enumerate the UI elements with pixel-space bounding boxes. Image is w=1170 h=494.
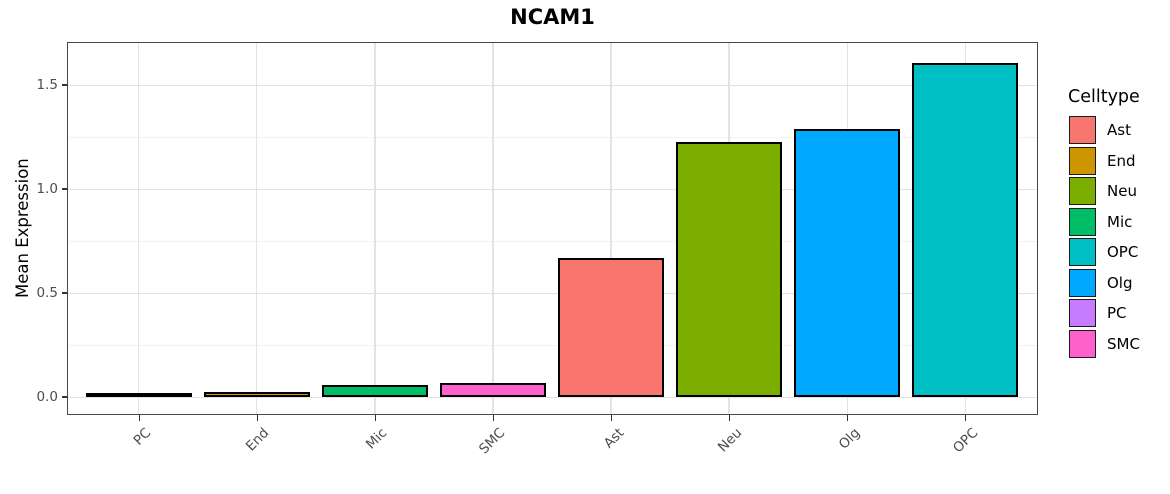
- legend-key-swatch: [1069, 146, 1096, 175]
- y-tick-label: 0.5: [36, 284, 58, 301]
- y-tick-label: 1.0: [36, 181, 58, 197]
- legend-entries: Ast End Neu Mic OPC Olg PC SMC: [1062, 116, 1140, 358]
- y-tick-label: 0.0: [36, 388, 58, 405]
- legend-row-neu: Neu: [1062, 177, 1140, 205]
- x-tick-mark: [846, 415, 849, 421]
- x-tick-mark: [728, 415, 731, 421]
- y-axis-title: Mean Expression: [13, 158, 32, 299]
- legend-row-smc: SMC: [1062, 329, 1140, 358]
- x-tick-label: Mic: [363, 425, 391, 453]
- x-tick-label: Neu: [714, 425, 745, 456]
- x-tick-label: SMC: [476, 425, 509, 458]
- legend-label: Olg: [1107, 273, 1133, 292]
- x-tick-label: Ast: [600, 425, 627, 452]
- plot-panel: [67, 42, 1038, 415]
- legend-label: Ast: [1107, 121, 1131, 139]
- gridline-major-horizontal: [68, 396, 1037, 398]
- legend-label: SMC: [1107, 334, 1140, 353]
- gridline-minor-horizontal: [68, 137, 1037, 139]
- gridline-minor-horizontal: [68, 344, 1037, 346]
- chart-title: NCAM1: [510, 5, 595, 29]
- bar-opc: [912, 62, 1019, 398]
- legend-label: OPC: [1107, 243, 1139, 261]
- gridline-major-vertical: [492, 43, 494, 414]
- gridline-major-vertical: [374, 43, 376, 414]
- gridline-minor-horizontal: [68, 240, 1037, 242]
- legend-key-swatch: [1069, 116, 1096, 144]
- legend-row-ast: Ast: [1062, 116, 1140, 144]
- bar-end: [203, 392, 310, 398]
- x-tick-mark: [492, 415, 495, 421]
- legend-key-swatch: [1069, 207, 1096, 236]
- bar-olg: [794, 129, 901, 398]
- y-tick-mark: [61, 188, 67, 190]
- legend-row-end: End: [1062, 146, 1140, 175]
- legend-row-opc: OPC: [1062, 238, 1140, 266]
- x-tick-label: PC: [130, 425, 155, 449]
- legend: Celltype Ast End Neu Mic OPC Olg PC SMC: [1062, 87, 1140, 360]
- legend-row-olg: Olg: [1062, 268, 1140, 297]
- y-tick-mark: [61, 292, 67, 294]
- gridline-major-vertical: [610, 43, 612, 414]
- bar-ast: [557, 258, 665, 398]
- gridline-major-horizontal: [68, 85, 1037, 87]
- x-tick-label: OPC: [949, 425, 981, 457]
- x-tick-label: Olg: [835, 425, 863, 453]
- y-tick-mark: [61, 396, 67, 398]
- gridline-major-vertical: [256, 43, 258, 414]
- legend-key-swatch: [1069, 238, 1096, 266]
- legend-title: Celltype: [1068, 87, 1140, 107]
- bar-neu: [675, 141, 783, 398]
- gridline-major-vertical: [138, 43, 140, 414]
- x-tick-mark: [964, 415, 967, 421]
- bar-mic: [321, 384, 429, 398]
- legend-row-mic: Mic: [1062, 207, 1140, 236]
- gridline-major-horizontal: [68, 292, 1037, 295]
- legend-label: Neu: [1107, 182, 1137, 200]
- legend-row-pc: PC: [1062, 299, 1140, 327]
- legend-label: PC: [1107, 304, 1127, 322]
- x-tick-mark: [374, 415, 377, 421]
- bar-smc: [439, 382, 547, 398]
- bar-pc: [85, 393, 192, 398]
- legend-label: End: [1107, 151, 1136, 170]
- gridline-major-horizontal: [68, 188, 1037, 191]
- y-tick-label: 1.5: [36, 77, 58, 94]
- legend-label: Mic: [1107, 212, 1133, 231]
- x-tick-mark: [256, 415, 259, 421]
- x-tick-mark: [610, 415, 613, 421]
- x-tick-mark: [138, 415, 141, 421]
- x-tick-label: End: [243, 425, 273, 455]
- legend-key-swatch: [1069, 177, 1096, 205]
- legend-key-swatch: [1069, 299, 1096, 327]
- y-tick-mark: [61, 84, 67, 86]
- legend-key-swatch: [1069, 329, 1096, 358]
- legend-key-swatch: [1069, 268, 1096, 297]
